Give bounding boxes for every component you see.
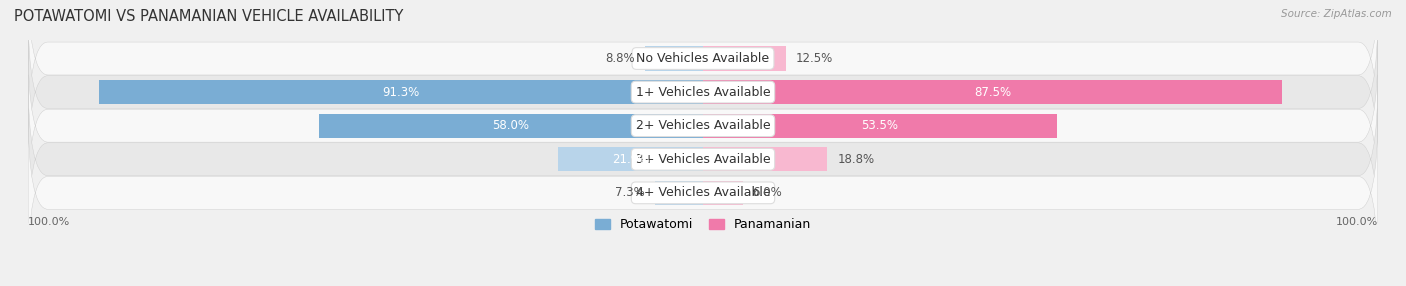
Text: No Vehicles Available: No Vehicles Available [637, 52, 769, 65]
Bar [655, 181, 703, 205]
Bar [558, 147, 703, 171]
FancyBboxPatch shape [28, 75, 1378, 244]
Bar [98, 80, 703, 104]
FancyBboxPatch shape [28, 109, 1378, 277]
Text: 2+ Vehicles Available: 2+ Vehicles Available [636, 119, 770, 132]
Text: 6.0%: 6.0% [752, 186, 782, 199]
Bar [703, 46, 786, 71]
Legend: Potawatomi, Panamanian: Potawatomi, Panamanian [595, 219, 811, 231]
Bar [703, 147, 827, 171]
Bar [645, 46, 703, 71]
FancyBboxPatch shape [28, 0, 1378, 143]
Text: POTAWATOMI VS PANAMANIAN VEHICLE AVAILABILITY: POTAWATOMI VS PANAMANIAN VEHICLE AVAILAB… [14, 9, 404, 23]
Text: 12.5%: 12.5% [796, 52, 832, 65]
FancyBboxPatch shape [28, 41, 1378, 210]
Text: 21.9%: 21.9% [612, 153, 650, 166]
Text: 3+ Vehicles Available: 3+ Vehicles Available [636, 153, 770, 166]
Text: 100.0%: 100.0% [1336, 217, 1378, 227]
Text: 87.5%: 87.5% [974, 86, 1011, 99]
Bar [319, 114, 703, 138]
Text: 100.0%: 100.0% [28, 217, 70, 227]
Text: 8.8%: 8.8% [605, 52, 636, 65]
Text: 7.3%: 7.3% [614, 186, 645, 199]
Bar [703, 181, 742, 205]
Text: 91.3%: 91.3% [382, 86, 419, 99]
Text: 1+ Vehicles Available: 1+ Vehicles Available [636, 86, 770, 99]
Text: 4+ Vehicles Available: 4+ Vehicles Available [636, 186, 770, 199]
Bar [703, 80, 1282, 104]
Text: 53.5%: 53.5% [862, 119, 898, 132]
Text: 18.8%: 18.8% [838, 153, 875, 166]
Text: Source: ZipAtlas.com: Source: ZipAtlas.com [1281, 9, 1392, 19]
Text: 58.0%: 58.0% [492, 119, 530, 132]
FancyBboxPatch shape [28, 8, 1378, 176]
Bar [703, 114, 1057, 138]
